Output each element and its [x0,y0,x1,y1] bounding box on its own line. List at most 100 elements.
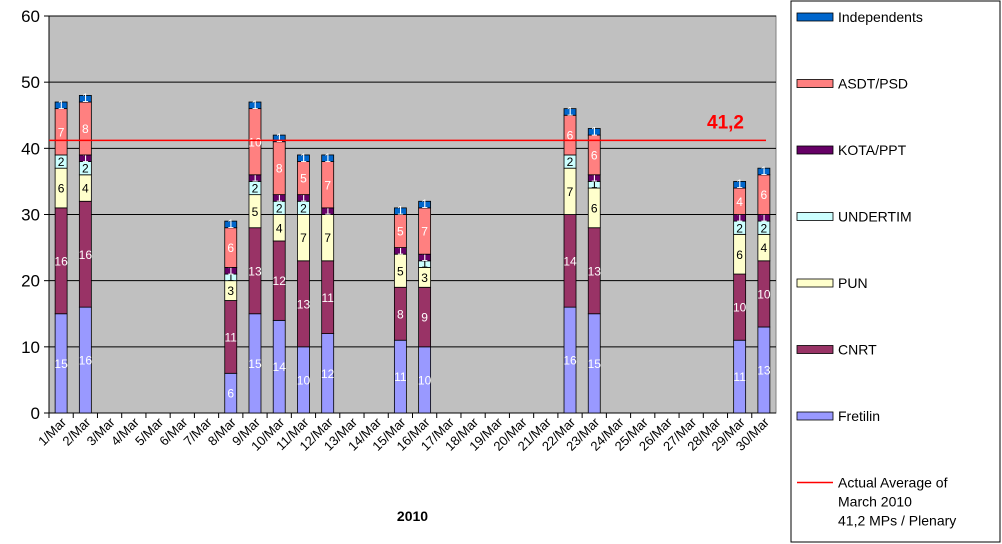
y-tick-label: 10 [21,338,40,357]
data-label: 5 [252,205,259,219]
data-label: 2 [58,155,65,169]
data-label: 7 [324,178,331,192]
data-label: 1 [591,124,598,138]
y-tick-label: 0 [31,404,40,423]
data-label: 1 [761,210,768,224]
bar-segment [272,134,286,143]
x-axis-title: 2010 [397,508,428,524]
data-label: 6 [227,387,234,401]
data-label: 4 [736,195,743,209]
bar-segment [587,128,601,136]
data-label: 6 [591,201,598,215]
legend-label: 41,2 MPs / Plenary [838,513,956,529]
data-label: 10 [757,287,771,301]
legend-label: Fretilin [838,408,880,424]
legend [790,0,1001,543]
data-label: 6 [58,182,65,196]
data-label: 16 [79,248,93,262]
data-label: 10 [418,373,432,387]
data-label: 6 [567,129,574,143]
data-label: 13 [297,297,311,311]
data-label: 15 [248,357,262,371]
data-label: 6 [591,149,598,163]
data-label: 14 [563,254,577,268]
bar-segment [297,154,310,162]
data-label: 11 [225,330,238,344]
data-label: 2 [252,182,259,196]
data-label: 15 [588,357,602,371]
legend-swatch [796,12,834,22]
bar-segment [563,108,577,116]
legend-swatch [796,278,834,288]
bar-segment [248,101,262,110]
bar-segment [757,167,771,176]
data-label: 1 [761,164,768,178]
data-label: 15 [54,357,68,371]
data-label: 1 [324,151,331,165]
data-label: 2 [567,155,574,169]
data-label: 11 [733,370,746,384]
data-label: 1 [300,151,307,165]
data-label: 2 [276,201,283,215]
data-label: 1 [421,257,428,271]
data-label: 1 [276,190,283,204]
data-label: 12 [273,274,287,288]
data-label: 8 [397,307,404,321]
data-label: 1 [82,91,89,105]
legend-label: Actual Average of [838,475,948,491]
legend-label: KOTA/PPT [838,142,907,158]
legend-swatch [796,212,834,221]
data-label: 1 [227,263,234,277]
data-label: 4 [761,241,768,255]
data-label: 16 [563,354,577,368]
legend-swatch [796,145,834,155]
data-label: 1 [421,250,428,264]
y-tick-label: 30 [21,206,40,225]
data-label: 5 [397,225,404,239]
data-label: 2 [82,162,89,176]
legend-label: UNDERTIM [838,209,912,225]
data-label: 5 [397,264,404,278]
data-label: 10 [297,373,311,387]
bar-segment [224,220,238,229]
data-label: 8 [276,162,283,176]
data-label: 7 [324,231,331,245]
bar-segment [321,154,335,162]
bars: 1516627116164218161131161151352110114124… [54,91,771,414]
data-label: 6 [761,188,768,202]
legend-label: Independents [838,9,923,25]
legend-swatch [796,411,834,421]
legend-label: CNRT [838,342,877,358]
data-label: 1 [82,151,89,165]
data-label: 4 [82,182,89,196]
data-label: 1 [736,177,743,191]
data-label: 7 [421,225,428,239]
data-label: 1 [397,204,404,218]
bar-segment [733,181,747,189]
data-label: 1 [567,104,574,118]
data-label: 9 [421,311,428,325]
data-label: 6 [227,241,234,255]
bar-segment [54,101,68,110]
data-label: 1 [736,210,743,224]
bar-segment [393,207,407,215]
data-label: 1 [227,270,234,284]
data-label: 14 [273,360,287,374]
data-label: 13 [248,264,262,278]
bar-segment [418,200,432,209]
data-label: 7 [58,125,65,139]
data-label: 11 [321,291,334,305]
data-label: 6 [736,248,743,262]
data-label: 10 [733,301,747,315]
data-label: 1 [252,171,259,185]
data-label: 3 [421,271,428,285]
y-tick-label: 60 [21,7,40,26]
data-label: 7 [300,231,307,245]
data-label: 13 [588,264,602,278]
average-value-label: 41,2 [707,112,744,133]
data-label: 10 [248,135,262,149]
data-label: 1 [227,217,234,231]
y-tick-label: 40 [21,139,40,158]
data-label: 1 [421,197,428,211]
